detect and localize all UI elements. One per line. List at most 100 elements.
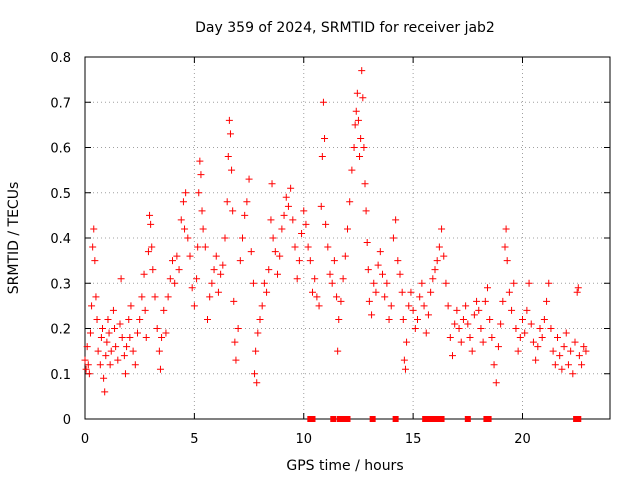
data-point	[341, 252, 349, 260]
data-point	[466, 334, 474, 342]
data-point	[429, 275, 437, 283]
data-point	[564, 361, 572, 369]
data-point	[245, 175, 253, 183]
zero-marker	[464, 416, 471, 422]
data-point	[117, 275, 125, 283]
data-point	[230, 297, 238, 305]
data-point	[481, 297, 489, 305]
data-point	[545, 279, 553, 287]
data-point	[353, 89, 361, 97]
data-point	[89, 243, 97, 251]
x-axis-label: GPS time / hours	[286, 458, 403, 474]
data-point	[311, 275, 319, 283]
data-point	[473, 297, 481, 305]
data-point	[109, 306, 117, 314]
data-point	[148, 243, 156, 251]
data-point	[571, 338, 579, 346]
data-point	[160, 306, 168, 314]
data-point	[543, 297, 551, 305]
data-point	[287, 184, 295, 192]
data-point	[269, 234, 277, 242]
data-point	[295, 257, 303, 265]
data-point	[575, 352, 583, 360]
data-point	[208, 279, 216, 287]
data-point	[451, 320, 459, 328]
data-point	[354, 116, 362, 124]
data-point	[158, 334, 166, 342]
data-point	[91, 257, 99, 265]
data-point	[313, 293, 321, 301]
data-point	[188, 284, 196, 292]
data-point	[214, 288, 222, 296]
data-point	[304, 243, 312, 251]
data-point	[106, 361, 114, 369]
data-point	[190, 302, 198, 310]
data-point	[490, 361, 498, 369]
data-point	[457, 338, 465, 346]
data-point	[85, 370, 93, 378]
y-tick-label: 0.5	[50, 187, 71, 202]
data-point	[494, 343, 502, 351]
data-point	[265, 266, 273, 274]
data-point	[569, 370, 577, 378]
data-point	[376, 248, 384, 256]
data-point	[81, 356, 89, 364]
data-point	[252, 347, 260, 355]
data-point	[449, 352, 456, 360]
data-points	[81, 67, 590, 422]
data-point	[173, 252, 181, 260]
data-point	[422, 329, 430, 337]
data-point	[181, 225, 189, 233]
data-point	[351, 121, 359, 129]
data-point	[99, 325, 106, 332]
data-point	[442, 279, 450, 287]
data-point	[298, 229, 306, 237]
data-point	[567, 347, 575, 355]
chart-title: Day 359 of 2024, SRMTID for receiver jab…	[195, 20, 495, 36]
data-point	[104, 315, 112, 323]
data-point	[400, 356, 408, 364]
data-point	[241, 211, 249, 219]
data-point	[219, 261, 227, 269]
data-point	[365, 297, 373, 305]
data-point	[253, 379, 261, 387]
data-point	[547, 325, 555, 332]
data-point	[293, 275, 301, 283]
data-point	[149, 266, 157, 274]
data-point	[169, 257, 176, 265]
data-point	[236, 257, 244, 265]
data-point	[488, 334, 496, 342]
data-point	[83, 343, 91, 351]
data-point	[525, 279, 533, 287]
data-point	[232, 356, 240, 364]
data-point	[221, 234, 229, 242]
data-point	[330, 257, 338, 265]
data-point	[197, 171, 205, 179]
data-point	[141, 306, 149, 314]
data-point	[291, 243, 299, 251]
data-point	[318, 153, 326, 161]
data-point	[258, 302, 266, 310]
data-point	[362, 207, 370, 215]
data-point	[229, 207, 237, 215]
data-point	[370, 279, 378, 287]
data-point	[118, 334, 126, 342]
data-point	[319, 98, 327, 106]
data-point	[274, 270, 281, 278]
data-point	[107, 347, 115, 355]
data-point	[538, 334, 546, 342]
data-point	[125, 315, 133, 323]
data-point	[359, 94, 367, 102]
data-point	[121, 370, 129, 378]
zero-marker	[392, 416, 399, 422]
data-point	[368, 311, 376, 319]
data-point	[142, 334, 150, 342]
data-point	[433, 257, 441, 265]
data-point	[486, 315, 494, 323]
data-point	[144, 248, 152, 256]
data-point	[333, 293, 341, 301]
data-point	[502, 225, 510, 233]
data-point	[501, 243, 509, 251]
